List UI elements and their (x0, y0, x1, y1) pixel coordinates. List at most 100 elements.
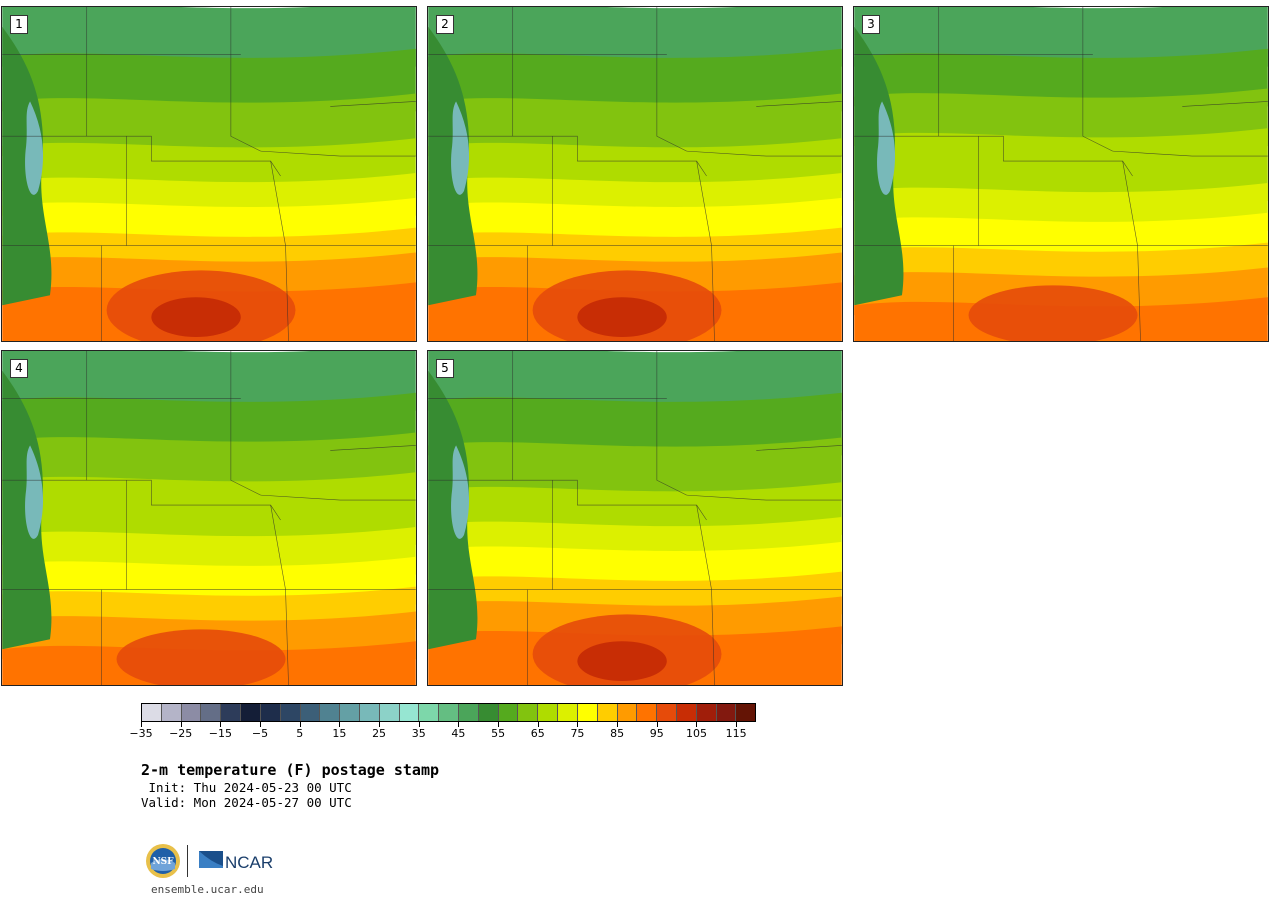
state-border (230, 351, 261, 496)
member-label-2: 2 (436, 15, 454, 34)
high-terrain (877, 101, 896, 195)
colorbar-tick (180, 722, 182, 727)
colorbar-tick (498, 722, 500, 727)
colorbar-swatch (696, 704, 717, 721)
member-panel-3: 3 (853, 6, 1269, 342)
colorbar-ticks: −35 −25 −15 −5 5 15 25 35 45 55 65 75 85 95 105 115 (129, 722, 756, 742)
colorbar-tick-label: −15 (208, 727, 232, 740)
colorbar-tick (656, 722, 658, 727)
colorbar-swatch (221, 704, 242, 721)
heat-core (116, 629, 286, 685)
state-border (756, 445, 842, 451)
state-border (696, 505, 715, 685)
colorbar-tick (736, 722, 738, 727)
colorbar-swatch (657, 704, 677, 721)
colorbar-swatch (597, 704, 618, 721)
plot-title: 2-m temperature (F) postage stamp (141, 761, 440, 779)
colorbar-swatch (617, 704, 638, 721)
colorbar-tick (696, 722, 698, 727)
temperature-band (2, 432, 416, 491)
temperature-band (428, 48, 842, 112)
colorbar-swatch (419, 704, 440, 721)
temperature-band (854, 7, 1268, 67)
high-terrain (451, 445, 470, 539)
member-label-3: 3 (862, 15, 880, 34)
temperature-band (2, 138, 416, 191)
state-border (270, 505, 289, 685)
colorbar-tick (141, 722, 142, 727)
temperature-map-3 (854, 7, 1268, 341)
colorbar-tick-label: 35 (411, 727, 426, 740)
temperature-band (428, 482, 842, 535)
high-terrain (25, 101, 44, 195)
state-border (230, 7, 261, 152)
state-border (1122, 161, 1141, 341)
colorbar-swatch (359, 704, 380, 721)
state-border (260, 494, 416, 501)
temperature-band (428, 138, 842, 191)
state-border (260, 150, 416, 157)
state-border (686, 150, 842, 157)
state-border (656, 7, 687, 152)
state-border (686, 494, 842, 501)
nsf-logo-text: NSF (152, 857, 174, 867)
colorbar-tick-label: 75 (570, 727, 585, 740)
logo-divider (187, 845, 188, 877)
member-panel-5: 5 (427, 350, 843, 686)
colorbar-tick-label: 5 (296, 727, 304, 740)
temperature-band (854, 48, 1268, 107)
colorbar-swatch (577, 704, 598, 721)
colorbar-tick-label: −5 (251, 727, 269, 740)
temperature-band (428, 93, 842, 157)
colorbar-tick-label: 85 (610, 727, 625, 740)
member-panel-2: 2 (427, 6, 843, 342)
site-url: ensemble.ucar.edu (151, 883, 264, 896)
heat-core-max (577, 641, 667, 682)
temperature-band (2, 351, 416, 411)
ncar-logo: NCAR (199, 851, 273, 872)
colorbar-tick-label: 65 (530, 727, 545, 740)
colorbar-swatch (538, 704, 559, 721)
heat-core-max (151, 297, 241, 338)
colorbar-tick-label: 25 (372, 727, 387, 740)
colorbar-swatch (260, 704, 281, 721)
colorbar-swatch (637, 704, 658, 721)
temperature-map-4 (2, 351, 416, 685)
state-border (1082, 7, 1113, 152)
state-border (854, 135, 1133, 177)
temperature-band (2, 392, 416, 451)
temperature-map-2 (428, 7, 842, 341)
colorbar-swatch (518, 704, 539, 721)
colorbar-tick (299, 722, 301, 727)
colorbar-tick (339, 722, 341, 727)
colorbar-tick-label: 15 (332, 727, 347, 740)
colorbar-tick (617, 722, 619, 727)
state-border (1112, 150, 1268, 157)
state-border (270, 161, 289, 341)
colorbar-tick-label: 105 (685, 727, 707, 740)
state-border (756, 101, 842, 107)
colorbar-tick-label: 115 (725, 727, 747, 740)
heat-core-max (577, 297, 667, 338)
colorbar-swatch (161, 704, 182, 721)
colorbar-tick (458, 722, 460, 727)
colorbar-swatch (459, 704, 479, 721)
temperature-band (2, 472, 416, 545)
high-terrain (451, 101, 470, 195)
colorbar-swatch (280, 704, 301, 721)
temperature-band (2, 48, 416, 112)
colorbar-tick (260, 722, 262, 727)
state-border (696, 161, 715, 341)
colorbar-tick (577, 722, 579, 727)
state-border (330, 445, 416, 451)
member-panel-4: 4 (1, 350, 417, 686)
colorbar-tick (379, 722, 381, 727)
colorbar-swatch (716, 704, 737, 721)
high-terrain (25, 445, 44, 539)
state-border (428, 135, 707, 177)
colorbar-swatch (439, 704, 459, 721)
temperature-band (428, 392, 842, 456)
init-time: Init: Thu 2024-05-23 00 UTC (141, 780, 352, 795)
colorbar-tick (418, 722, 420, 727)
colorbar-tick-label: −25 (169, 727, 193, 740)
